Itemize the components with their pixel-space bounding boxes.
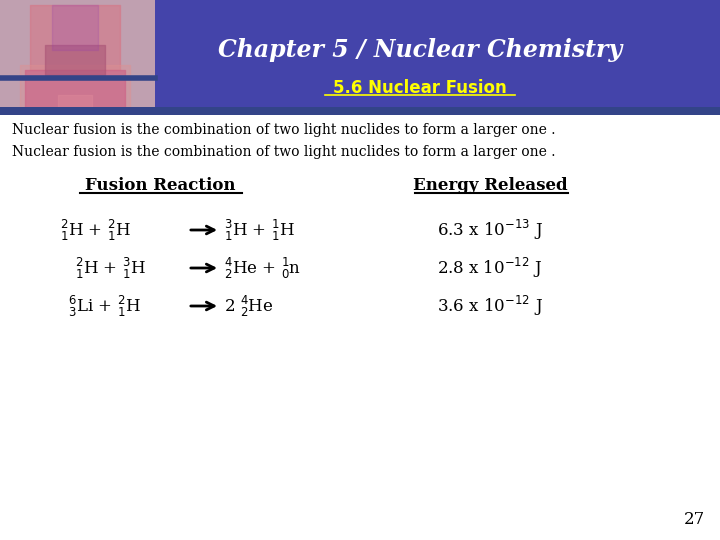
Text: Nuclear fusion is the combination of two light nuclides to form a larger one .: Nuclear fusion is the combination of two…	[12, 145, 556, 159]
FancyBboxPatch shape	[0, 0, 155, 110]
FancyBboxPatch shape	[0, 110, 720, 540]
Text: 2.8 x 10$^{-12}$ J: 2.8 x 10$^{-12}$ J	[437, 256, 543, 280]
Text: 2 $^{4}_{2}$He: 2 $^{4}_{2}$He	[224, 293, 274, 319]
FancyBboxPatch shape	[0, 0, 720, 110]
Text: 5.6 Nuclear Fusion: 5.6 Nuclear Fusion	[333, 79, 507, 97]
Text: 6.3 x 10$^{-13}$ J: 6.3 x 10$^{-13}$ J	[437, 218, 543, 242]
FancyBboxPatch shape	[0, 107, 720, 115]
Text: Nuclear fusion is the combination of two light nuclides to form a larger one .: Nuclear fusion is the combination of two…	[12, 123, 556, 137]
Text: Energy Released: Energy Released	[413, 177, 567, 193]
Text: $^{2}_{1}$H + $^{2}_{1}$H: $^{2}_{1}$H + $^{2}_{1}$H	[60, 218, 131, 242]
Text: $^{3}_{1}$H + $^{1}_{1}$H: $^{3}_{1}$H + $^{1}_{1}$H	[224, 218, 294, 242]
Text: Fusion Reaction: Fusion Reaction	[85, 177, 235, 193]
Text: 3.6 x 10$^{-12}$ J: 3.6 x 10$^{-12}$ J	[437, 294, 543, 318]
Text: 27: 27	[684, 511, 705, 528]
Text: $^{6}_{3}$Li + $^{2}_{1}$H: $^{6}_{3}$Li + $^{2}_{1}$H	[68, 293, 140, 319]
Text: Chapter 5 / Nuclear Chemistry: Chapter 5 / Nuclear Chemistry	[218, 38, 622, 62]
Text: $^{2}_{1}$H + $^{3}_{1}$H: $^{2}_{1}$H + $^{3}_{1}$H	[75, 255, 146, 281]
Text: $^{4}_{2}$He + $^{1}_{0}$n: $^{4}_{2}$He + $^{1}_{0}$n	[224, 255, 301, 281]
